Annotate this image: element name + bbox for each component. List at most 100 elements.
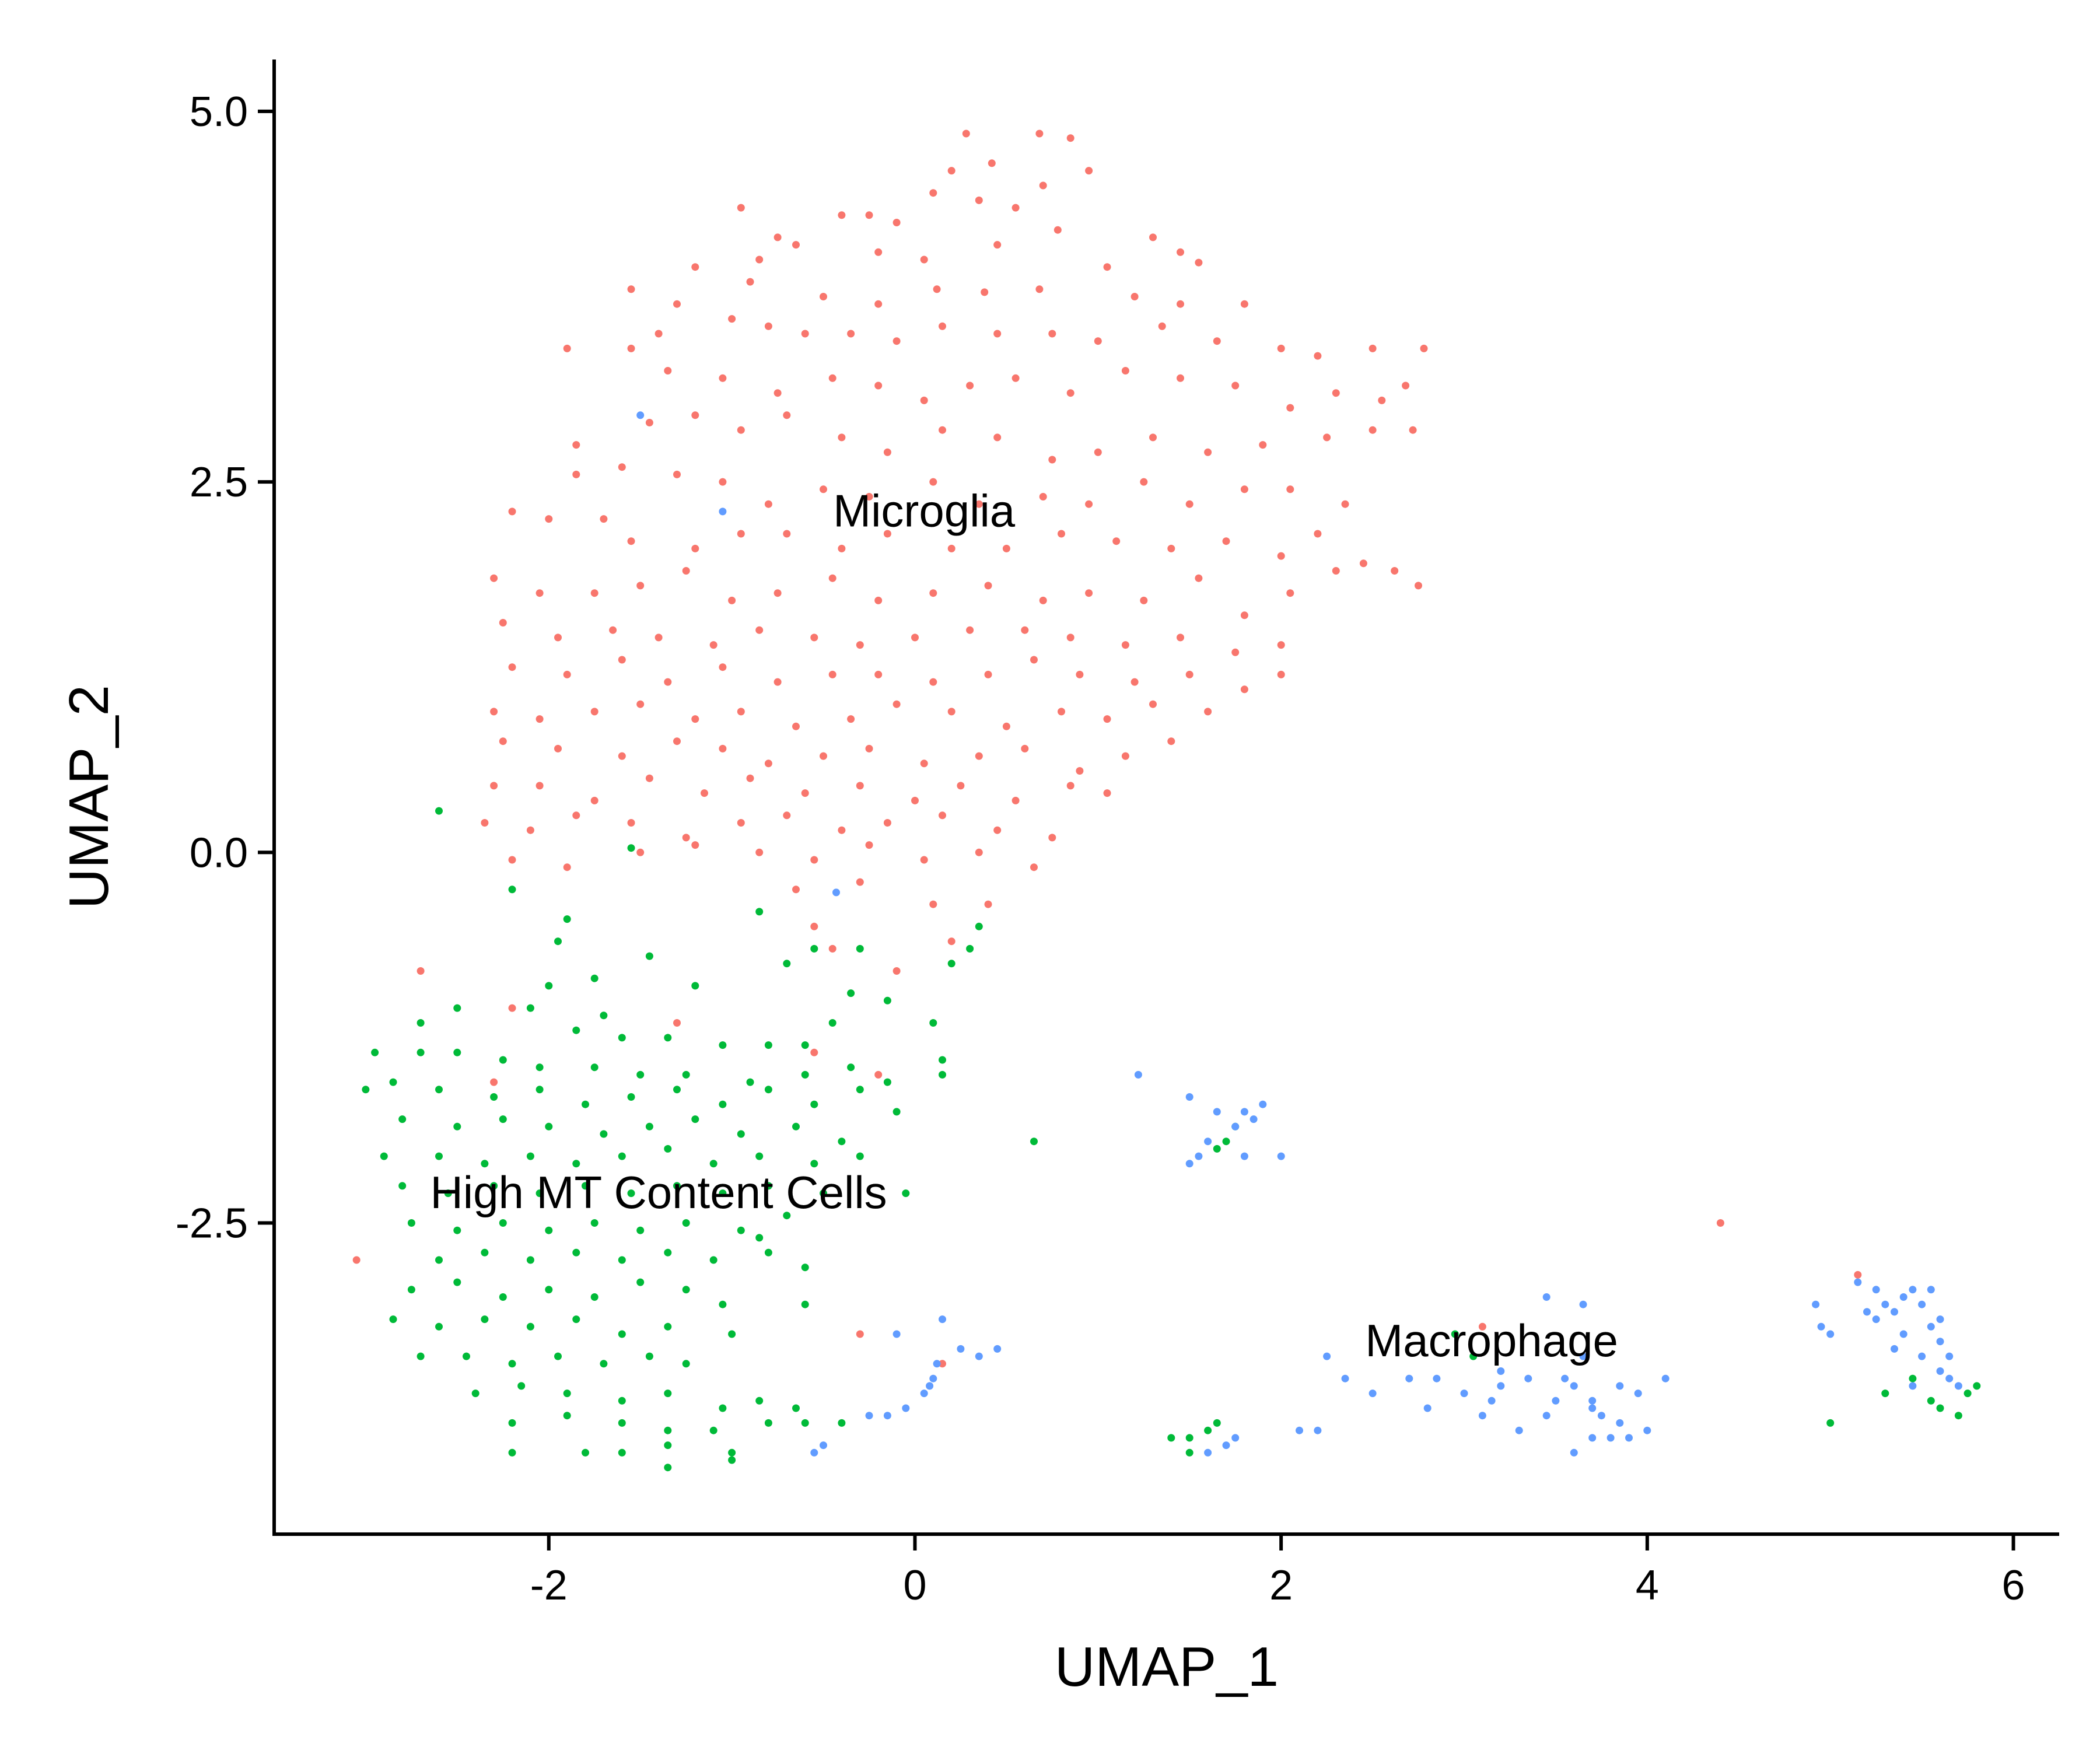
- data-point: [865, 1412, 873, 1420]
- data-point: [1231, 648, 1240, 656]
- data-point: [582, 1448, 589, 1457]
- data-point: [453, 1122, 461, 1130]
- data-point: [975, 752, 983, 760]
- data-point: [838, 544, 846, 552]
- data-point: [920, 760, 928, 768]
- data-point: [563, 863, 571, 872]
- data-point: [453, 1278, 461, 1286]
- data-point: [1286, 485, 1294, 494]
- data-point: [1058, 708, 1065, 716]
- data-point: [737, 426, 745, 434]
- data-point: [627, 1093, 635, 1101]
- data-point: [618, 1152, 626, 1160]
- data-point: [874, 1070, 883, 1079]
- data-point: [526, 1322, 534, 1331]
- data-point: [801, 1264, 809, 1272]
- data-point: [1296, 1426, 1303, 1434]
- data-point: [1177, 634, 1184, 642]
- data-point: [673, 470, 681, 478]
- data-point: [1076, 670, 1084, 678]
- data-point: [645, 774, 653, 782]
- data-point: [1899, 1330, 1908, 1338]
- data-point: [582, 1100, 589, 1108]
- data-point: [1478, 1412, 1486, 1420]
- data-point: [1909, 1286, 1917, 1294]
- data-point: [838, 211, 846, 219]
- data-point: [636, 1226, 645, 1234]
- data-point: [984, 670, 992, 678]
- data-point: [627, 844, 635, 852]
- data-point: [645, 419, 653, 426]
- data-point: [444, 1189, 452, 1198]
- data-point: [1579, 1300, 1587, 1308]
- data-point: [939, 1315, 946, 1324]
- data-point: [1561, 1374, 1569, 1382]
- data-point: [664, 1390, 672, 1398]
- data-point: [618, 1396, 626, 1405]
- data-point: [810, 856, 818, 864]
- data-point: [892, 1108, 901, 1116]
- data-point: [682, 1219, 690, 1227]
- data-point: [1103, 715, 1111, 723]
- data-point: [1936, 1367, 1944, 1375]
- data-point: [820, 1441, 827, 1450]
- data-point: [709, 1160, 718, 1168]
- data-point: [1954, 1412, 1962, 1420]
- data-point: [691, 982, 699, 990]
- data-point: [1085, 500, 1093, 508]
- series-macrophage: [636, 411, 1962, 1457]
- data-point: [563, 1390, 571, 1398]
- data-point: [929, 589, 937, 597]
- data-point: [847, 715, 855, 723]
- data-point: [1936, 1404, 1944, 1412]
- data-point: [1021, 626, 1029, 634]
- data-point: [664, 1322, 672, 1331]
- data-point: [1204, 448, 1212, 456]
- data-point: [1891, 1345, 1898, 1353]
- data-point: [490, 708, 498, 716]
- data-point: [682, 1360, 690, 1368]
- data-point: [435, 807, 443, 815]
- data-point: [838, 1138, 846, 1146]
- data-point: [701, 789, 708, 797]
- data-point: [1204, 708, 1212, 716]
- data-point: [1954, 1382, 1962, 1390]
- x-axis-title: UMAP_1: [1055, 1636, 1279, 1698]
- y-tick-label: 0.0: [190, 830, 248, 876]
- data-point: [1259, 441, 1267, 449]
- data-point: [407, 1286, 415, 1294]
- data-point: [764, 1041, 772, 1049]
- data-point: [1066, 782, 1074, 790]
- data-point: [1286, 589, 1294, 597]
- data-point: [1066, 389, 1074, 397]
- data-point: [1368, 1390, 1377, 1398]
- data-point: [499, 1056, 507, 1064]
- data-point: [590, 589, 598, 597]
- data-point: [600, 1130, 608, 1138]
- data-point: [1588, 1396, 1597, 1405]
- data-point: [1973, 1382, 1981, 1390]
- data-point: [1185, 1160, 1194, 1168]
- data-point: [719, 663, 727, 671]
- data-point: [1597, 1412, 1605, 1420]
- data-point: [1103, 263, 1111, 271]
- data-point: [828, 574, 836, 582]
- data-point: [1021, 744, 1029, 752]
- data-point: [490, 1093, 498, 1101]
- data-point: [1240, 611, 1248, 620]
- data-point: [554, 1352, 562, 1360]
- data-point: [453, 1226, 461, 1234]
- data-point: [783, 1212, 791, 1220]
- data-point: [471, 1390, 480, 1398]
- data-point: [737, 708, 745, 716]
- data-point: [590, 796, 598, 804]
- data-point: [1391, 567, 1399, 575]
- data-point: [810, 1048, 818, 1056]
- data-point: [499, 1115, 507, 1124]
- data-point: [1094, 337, 1102, 345]
- data-point: [1405, 1374, 1413, 1382]
- data-point: [1497, 1367, 1505, 1375]
- data-point: [590, 708, 598, 716]
- data-point: [664, 1464, 672, 1472]
- data-point: [892, 700, 901, 708]
